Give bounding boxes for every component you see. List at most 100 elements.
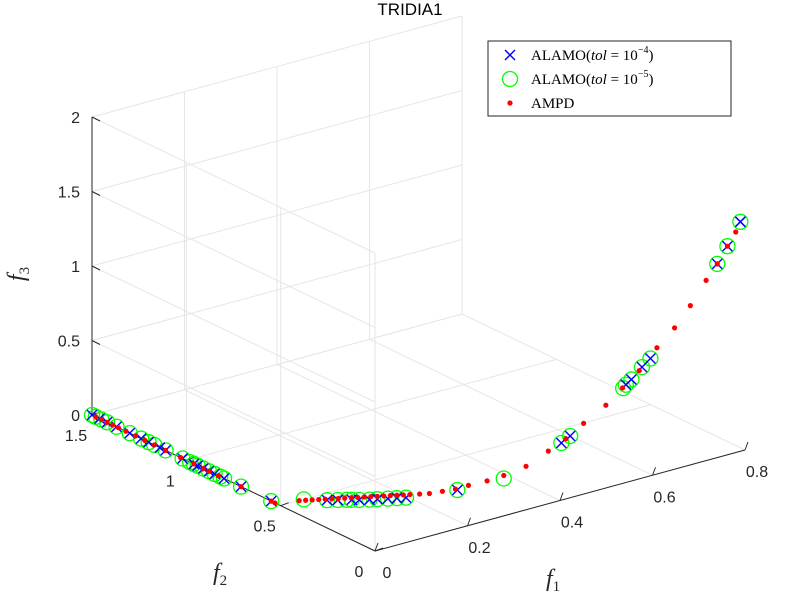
legend-label: ALAMO(tol = 10−4)	[531, 45, 653, 64]
data-point	[439, 488, 446, 494]
data-point	[335, 495, 341, 502]
y-tick-label: 0	[355, 564, 364, 581]
x-tick-label: 0.8	[746, 464, 768, 481]
data-point	[206, 468, 212, 474]
x-tick-label: 0.2	[468, 540, 490, 557]
x-tick-mark	[374, 542, 379, 552]
z-tick-mark	[91, 191, 101, 196]
data-point	[342, 495, 348, 501]
data-point	[215, 473, 222, 479]
x-marker-stroke	[504, 49, 516, 61]
grid-line-floor-y	[186, 358, 557, 461]
data-point	[732, 213, 749, 230]
data-point	[387, 493, 393, 499]
data-point	[687, 303, 693, 309]
grid-line-floor-x	[276, 364, 561, 501]
data-point	[734, 216, 746, 228]
grid-line-backwall-z	[91, 15, 463, 118]
data-point	[615, 380, 632, 397]
data-point	[633, 358, 651, 376]
data-point	[714, 261, 720, 267]
x-marker-stroke	[644, 353, 656, 365]
grid-line-floor-x	[369, 338, 653, 476]
data-point	[671, 325, 678, 331]
grid-line-floor-y	[280, 404, 651, 507]
y-tick-mark	[280, 502, 289, 507]
data-point	[316, 496, 322, 503]
legend-label: ALAMO(tol = 10−5)	[531, 69, 653, 88]
data-point	[495, 470, 512, 487]
data-point	[374, 493, 380, 499]
data-point	[603, 402, 609, 408]
data-point	[368, 494, 374, 500]
axes	[91, 116, 749, 552]
x-marker-stroke	[143, 436, 155, 448]
data-point	[394, 492, 400, 498]
data-point	[174, 450, 191, 467]
x-marker-stroke	[218, 472, 230, 484]
data-point	[452, 486, 459, 492]
tick-labels: 0 0.2 0.4 0.6 0.8 0 0.5 1 1.5 0 0.5 1 1.5 2	[58, 110, 768, 582]
z-axis-label: f3	[4, 267, 33, 281]
data-point	[371, 493, 383, 505]
data-point	[200, 465, 206, 472]
x-marker-stroke	[625, 373, 637, 385]
z-tick-label: 0.5	[58, 334, 80, 351]
x-marker-stroke	[371, 493, 383, 505]
data-point	[98, 414, 116, 431]
x-tick-label: 0	[383, 565, 392, 582]
data-point	[654, 345, 660, 351]
data-point	[191, 461, 197, 467]
data-point	[121, 424, 138, 442]
data-point	[733, 229, 739, 235]
data-point	[625, 373, 637, 385]
data-point	[296, 498, 302, 504]
data-point	[381, 493, 387, 499]
x-marker-stroke	[86, 409, 98, 421]
data-point	[426, 490, 432, 497]
data-point	[379, 490, 396, 507]
data-point	[329, 496, 335, 502]
data-point	[617, 376, 634, 393]
data-point	[724, 243, 731, 249]
data-point	[83, 406, 101, 424]
data-point	[162, 447, 169, 453]
data-point	[115, 425, 122, 431]
data-point	[563, 436, 569, 442]
x-tick-mark	[744, 441, 749, 451]
grid-line-backwall-z	[91, 239, 463, 341]
data-point	[417, 491, 423, 497]
data-point	[391, 492, 403, 504]
grid-line-sidewall-z	[91, 340, 376, 477]
data-point	[142, 437, 148, 443]
data-point	[465, 482, 472, 489]
x-tick-mark	[467, 517, 471, 526]
z-tick-label: 1.5	[58, 185, 80, 202]
x-tick-label: 0.6	[653, 489, 675, 506]
z-tick-mark	[91, 116, 101, 122]
grid-line-sidewall-z	[91, 191, 376, 328]
legend-marker	[504, 49, 516, 61]
grid-line-sidewall-z	[91, 265, 376, 403]
data-point	[303, 497, 309, 503]
data-point	[215, 470, 233, 487]
data-point	[98, 416, 105, 423]
x-marker-stroke	[124, 427, 136, 439]
data-point	[132, 433, 138, 439]
z-tick-label: 0	[71, 408, 80, 425]
data-point	[309, 497, 315, 503]
data-point	[132, 430, 150, 447]
data-point	[181, 453, 199, 471]
grid-line-floor-x	[184, 389, 468, 527]
legend-box	[487, 40, 732, 117]
legend-marker	[507, 100, 513, 106]
y-axis-label: f2	[213, 560, 227, 589]
data-point	[484, 478, 490, 484]
data-point	[185, 455, 203, 473]
series-.	[93, 229, 739, 506]
x-marker-stroke	[192, 460, 204, 472]
x-tick-label: 0.4	[561, 515, 583, 532]
data-point	[272, 500, 278, 506]
y-tick-label: 1	[166, 473, 175, 490]
